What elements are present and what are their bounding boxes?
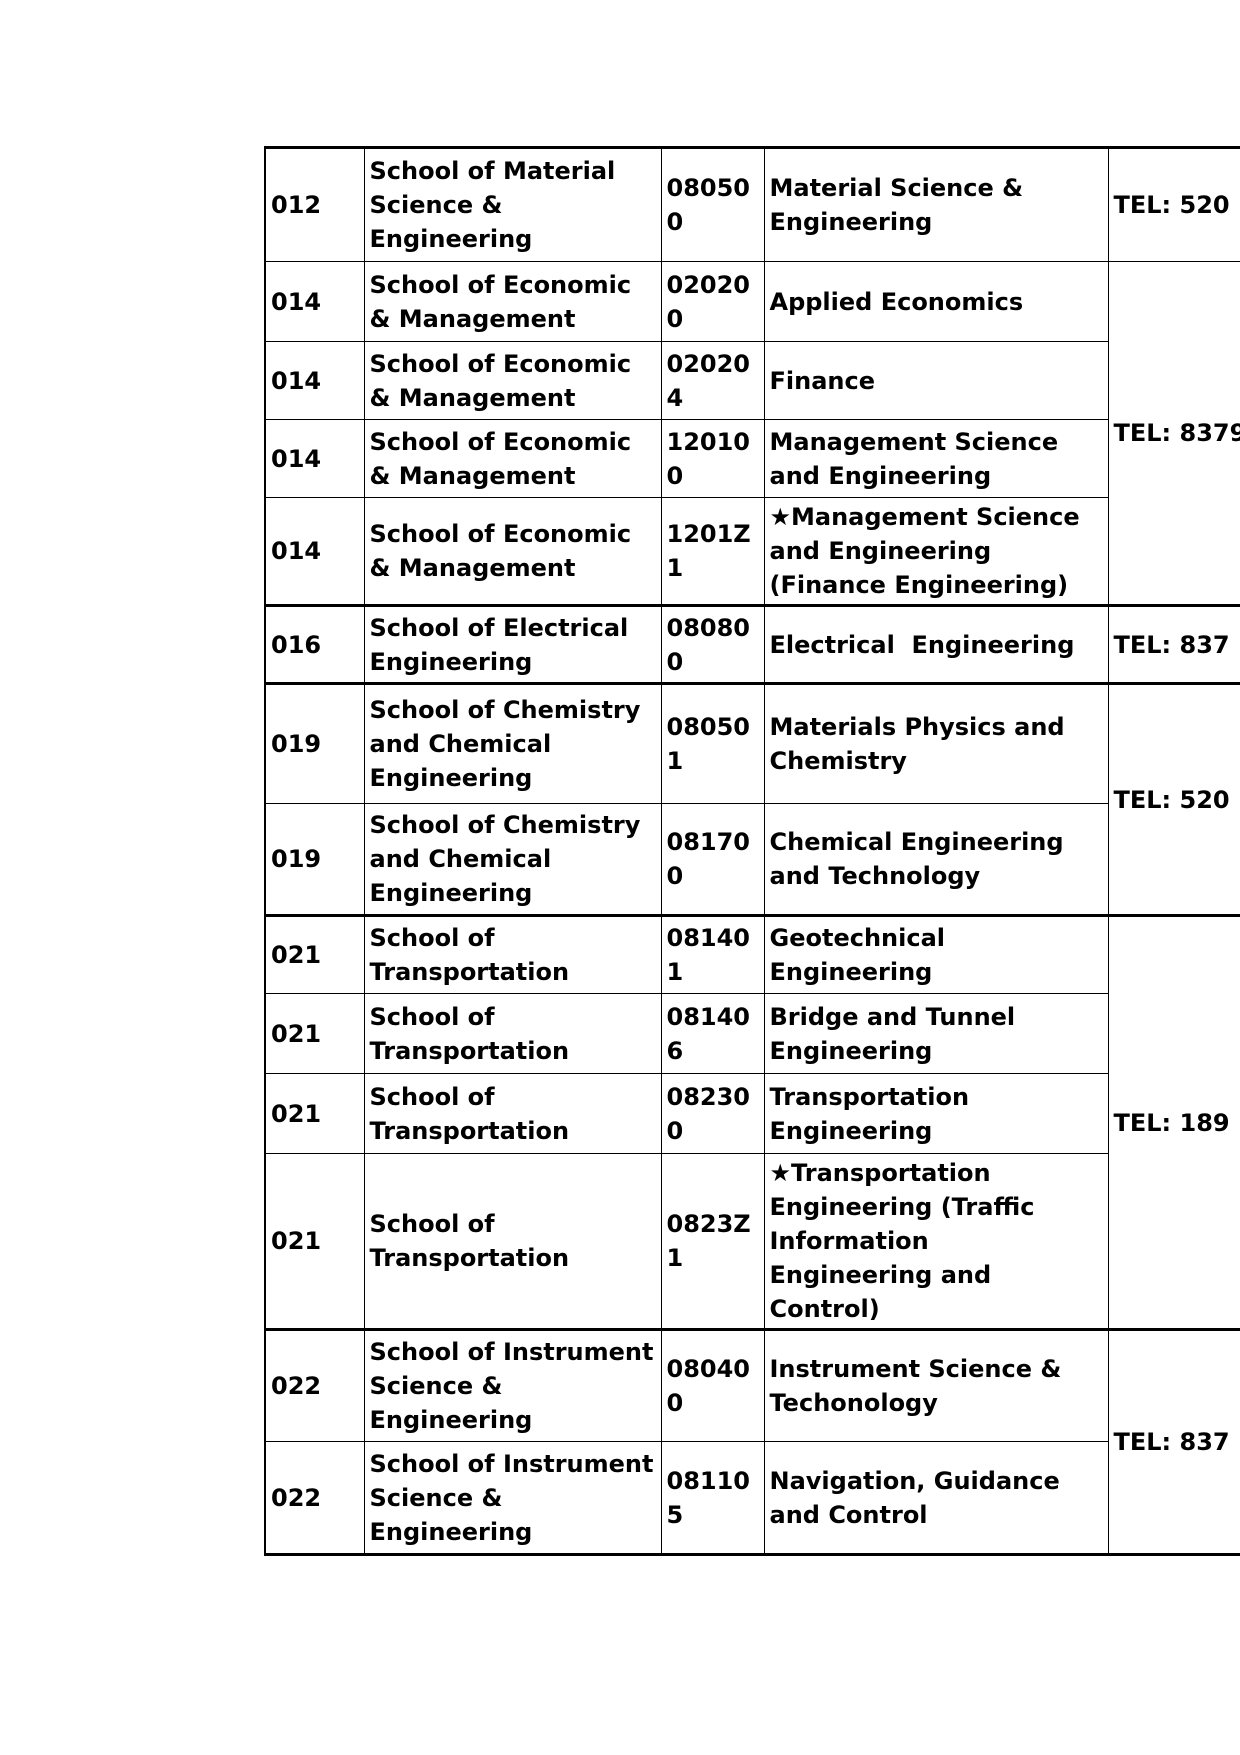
dept-code-cell: 019 — [264, 682, 365, 804]
program-cell: Applied Economics — [763, 261, 1109, 342]
dept-code-cell: 021 — [264, 993, 365, 1074]
program-code-cell: 08050 1 — [660, 682, 765, 804]
program-code-cell: 08110 5 — [660, 1441, 765, 1555]
programs-table: 012 School of Material Science & Enginee… — [264, 146, 1240, 1556]
dept-code-cell: 014 — [264, 497, 365, 606]
program-code-cell: 12010 0 — [660, 419, 765, 498]
program-cell: Chemical Engineering and Technology — [763, 803, 1109, 916]
dept-code-cell: 019 — [264, 803, 365, 916]
dept-code-cell: 022 — [264, 1441, 365, 1555]
school-cell: School of Instrument Science & Engineeri… — [363, 1328, 662, 1442]
school-cell: School of Chemistry and Chemical Enginee… — [363, 803, 662, 916]
table-row: 019 School of Chemistry and Chemical Eng… — [264, 803, 1240, 916]
dept-code-cell: 022 — [264, 1328, 365, 1442]
school-cell: School of Transportation — [363, 993, 662, 1074]
program-cell: ★Management Science and Engineering (Fin… — [763, 497, 1109, 606]
table-row: 021 School of Transportation 0823Z 1 ★Tr… — [264, 1153, 1240, 1330]
table-row: 014 School of Economic & Management 1201… — [264, 419, 1240, 498]
school-cell: School of Instrument Science & Engineeri… — [363, 1441, 662, 1555]
program-cell: Material Science & Engineering — [763, 147, 1109, 262]
table-row: 014 School of Economic & Management 0202… — [264, 261, 1240, 606]
school-cell: School of Economic & Management — [363, 419, 662, 498]
program-cell: Materials Physics and Chemistry — [763, 682, 1109, 804]
table-row: 022 School of Instrument Science & Engin… — [264, 1441, 1240, 1555]
program-code-cell: 02020 0 — [660, 261, 765, 342]
table-row: 021 School of Transportation 08140 1 Geo… — [264, 914, 1240, 1330]
dept-code-cell: 021 — [264, 1073, 365, 1154]
program-code-cell: 0823Z 1 — [660, 1153, 765, 1330]
table-row: 014 School of Economic & Management 0202… — [264, 341, 1240, 420]
school-cell: School of Economic & Management — [363, 341, 662, 420]
school-cell: School of Chemistry and Chemical Enginee… — [363, 682, 662, 804]
table-row: 021 School of Transportation 08140 6 Bri… — [264, 993, 1240, 1074]
table-row: 014 School of Economic & Management 1201… — [264, 497, 1240, 606]
school-cell: School of Transportation — [363, 1153, 662, 1330]
program-cell: Electrical Engineering — [763, 604, 1109, 684]
program-cell: ★Transportation Engineering (Traffic Inf… — [763, 1153, 1109, 1330]
table-row: 012 School of Material Science & Enginee… — [264, 147, 1240, 262]
dept-code-cell: 021 — [264, 1153, 365, 1330]
program-code-cell: 08170 0 — [660, 803, 765, 916]
school-cell: School of Economic & Management — [363, 261, 662, 342]
dept-code-cell: 016 — [264, 604, 365, 684]
program-code-cell: 08140 1 — [660, 914, 765, 994]
dept-code-cell: 021 — [264, 914, 365, 994]
tel-cell: TEL: 837 — [1107, 1328, 1240, 1555]
program-cell: Transportation Engineering — [763, 1073, 1109, 1154]
program-code-cell: 1201Z 1 — [660, 497, 765, 606]
dept-code-cell: 014 — [264, 341, 365, 420]
school-cell: School of Transportation — [363, 1073, 662, 1154]
program-code-cell: 08040 0 — [660, 1328, 765, 1442]
school-cell: School of Economic & Management — [363, 497, 662, 606]
tel-cell: TEL: 8379 — [1107, 261, 1240, 606]
table-row: 021 School of Transportation 08230 0 Tra… — [264, 1073, 1240, 1154]
program-cell: Bridge and Tunnel Engineering — [763, 993, 1109, 1074]
tel-cell: TEL: 837 — [1107, 604, 1240, 684]
program-cell: Geotechnical Engineering — [763, 914, 1109, 994]
table-row: 019 School of Chemistry and Chemical Eng… — [264, 682, 1240, 916]
tel-cell: TEL: 189 — [1107, 914, 1240, 1330]
program-code-cell: 08080 0 — [660, 604, 765, 684]
dept-code-cell: 012 — [264, 147, 365, 262]
program-code-cell: 08230 0 — [660, 1073, 765, 1154]
program-cell: Management Science and Engineering — [763, 419, 1109, 498]
tel-cell: TEL: 520 — [1107, 682, 1240, 916]
program-code-cell: 02020 4 — [660, 341, 765, 420]
program-cell: Instrument Science & Techonology — [763, 1328, 1109, 1442]
dept-code-cell: 014 — [264, 419, 365, 498]
dept-code-cell: 014 — [264, 261, 365, 342]
table-row: 016 School of Electrical Engineering 080… — [264, 604, 1240, 684]
school-cell: School of Material Science & Engineering — [363, 147, 662, 262]
program-code-cell: 08140 6 — [660, 993, 765, 1074]
school-cell: School of Transportation — [363, 914, 662, 994]
school-cell: School of Electrical Engineering — [363, 604, 662, 684]
program-cell: Navigation, Guidance and Control — [763, 1441, 1109, 1555]
program-code-cell: 08050 0 — [660, 147, 765, 262]
tel-cell: TEL: 520 — [1107, 147, 1240, 262]
table-row: 022 School of Instrument Science & Engin… — [264, 1328, 1240, 1555]
program-cell: Finance — [763, 341, 1109, 420]
